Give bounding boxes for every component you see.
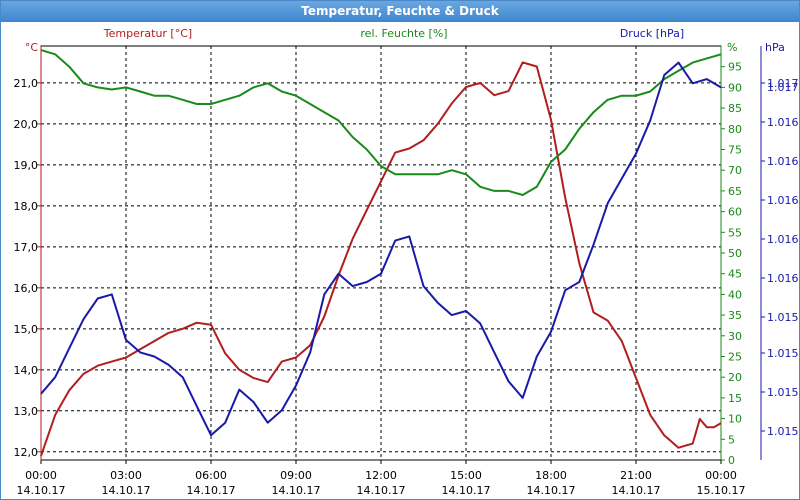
x-tick-date: 14.10.17 — [102, 484, 151, 497]
temperature-tick-label: 19,0 — [14, 159, 39, 172]
humidity-tick-label: 0 — [728, 454, 735, 467]
humidity-tick-label: 85 — [728, 102, 742, 115]
pressure-tick-label: 1.015 — [767, 386, 799, 399]
temperature-tick-label: 15,0 — [14, 323, 39, 336]
humidity-tick-label: 75 — [728, 144, 742, 157]
temperature-tick-label: 20,0 — [14, 118, 39, 131]
humidity-tick-label: 25 — [728, 351, 742, 364]
x-tick-time: 00:00 — [25, 469, 57, 482]
x-tick-time: 06:00 — [195, 469, 227, 482]
x-tick-date: 14.10.17 — [442, 484, 491, 497]
x-tick-date: 15.10.17 — [697, 484, 746, 497]
pressure-line — [40, 61, 722, 437]
humidity-tick-label: 40 — [728, 288, 742, 301]
humidity-tick-label: 50 — [728, 247, 742, 260]
x-tick-labels: 00:00 14.10.17 03:00 14.10.17 06:00 14.10.17 0… — [17, 460, 746, 497]
x-tick-time: 21:00 — [620, 469, 652, 482]
x-tick-date: 14.10.17 — [527, 484, 576, 497]
pressure-tick-labels: 1.015 1.015 1.015 1.015 1.016 1.016 1.016 1.016… — [761, 77, 799, 438]
x-tick-time: 12:00 — [365, 469, 397, 482]
window-title: Temperatur, Feuchte & Druck — [1, 1, 799, 22]
x-tick-date: 14.10.17 — [612, 484, 661, 497]
x-tick-time: 09:00 — [280, 469, 312, 482]
temperature-tick-label: 17,0 — [14, 241, 39, 254]
humidity-tick-label: 80 — [728, 123, 742, 136]
humidity-tick-labels: 0 5 10 15 20 25 30 35 40 45 50 55 60 65 70 75 80 85 90 95 — [721, 61, 742, 467]
x-tick-time: 15:00 — [450, 469, 482, 482]
pressure-axis-label: Druck [hPa] — [620, 27, 684, 40]
x-tick-date: 14.10.17 — [187, 484, 236, 497]
x-tick-time: 00:00 — [705, 469, 737, 482]
pressure-tick-label: 1.015 — [767, 311, 799, 324]
temperature-tick-label: 14,0 — [14, 364, 39, 377]
temperature-axis-label: Temperatur [°C] — [103, 27, 192, 40]
humidity-unit-label: % — [727, 41, 737, 54]
pressure-tick-label: 1.016 — [767, 116, 799, 129]
humidity-tick-label: 35 — [728, 309, 742, 322]
x-tick-date: 14.10.17 — [17, 484, 66, 497]
pressure-tick-label: 1.016 — [767, 272, 799, 285]
temperature-unit-label: °C — [25, 41, 39, 54]
humidity-tick-label: 15 — [728, 392, 742, 405]
humidity-tick-label: 45 — [728, 268, 742, 281]
x-tick-date: 14.10.17 — [272, 484, 321, 497]
pressure-tick-label: 1.017 — [767, 77, 799, 90]
pressure-tick-label: 1.016 — [767, 233, 799, 246]
humidity-tick-label: 60 — [728, 206, 742, 219]
temperature-line — [40, 61, 722, 457]
humidity-tick-label: 10 — [728, 413, 742, 426]
pressure-tick-label: 1.015 — [767, 425, 799, 438]
pressure-tick-label: 1.016 — [767, 194, 799, 207]
humidity-tick-label: 30 — [728, 330, 742, 343]
pressure-tick-label: 1.015 — [767, 347, 799, 360]
temperature-tick-label: 21,0 — [14, 77, 39, 90]
humidity-tick-label: 90 — [728, 81, 742, 94]
humidity-tick-label: 95 — [728, 61, 742, 74]
pressure-unit-label: hPa — [765, 41, 785, 54]
temperature-tick-labels: 12,0 13,0 14,0 15,0 16,0 17,0 18,0 19,0 20,0 21,0 — [14, 77, 41, 459]
x-tick-time: 18:00 — [535, 469, 567, 482]
humidity-line — [40, 49, 722, 196]
humidity-tick-label: 5 — [728, 433, 735, 446]
pressure-tick-label: 1.017 — [767, 81, 799, 94]
humidity-tick-label: 55 — [728, 226, 742, 239]
x-tick-date: 14.10.17 — [357, 484, 406, 497]
temperature-tick-label: 16,0 — [14, 282, 39, 295]
temperature-tick-label: 13,0 — [14, 405, 39, 418]
humidity-tick-label: 20 — [728, 371, 742, 384]
temperature-tick-label: 12,0 — [14, 446, 39, 459]
pressure-tick-label: 1.016 — [767, 155, 799, 168]
humidity-axis-label: rel. Feuchte [%] — [360, 27, 447, 40]
series-lines — [40, 49, 722, 457]
grid — [41, 46, 721, 460]
x-tick-time: 03:00 — [110, 469, 142, 482]
humidity-tick-label: 65 — [728, 185, 742, 198]
humidity-tick-label: 70 — [728, 164, 742, 177]
temperature-tick-label: 18,0 — [14, 200, 39, 213]
